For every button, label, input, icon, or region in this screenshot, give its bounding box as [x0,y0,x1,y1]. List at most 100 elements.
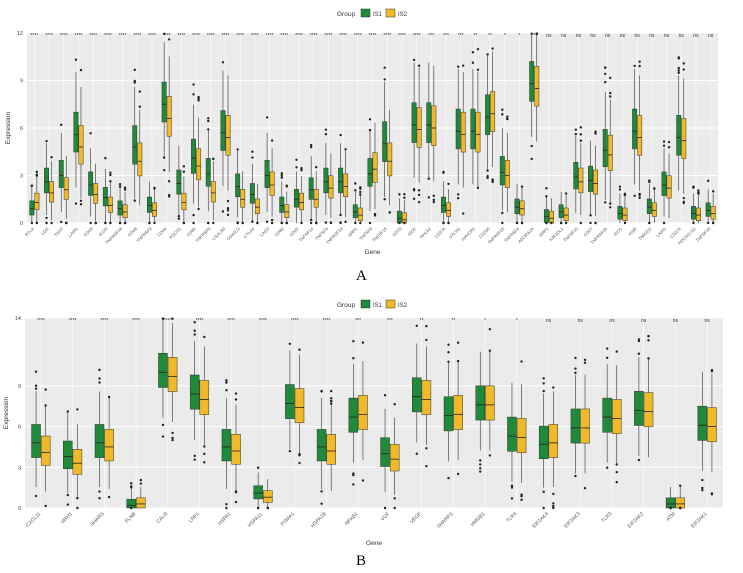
box-is1 [470,108,476,150]
box-is2 [240,189,246,208]
outlier-point [35,170,39,174]
outlier-point [425,324,428,328]
outlier-point [542,382,545,385]
outlier-point [425,338,428,342]
outlier-point [153,187,156,190]
outlier-point [309,143,313,147]
outlier-point [457,65,460,68]
y-tick-label: 6 [18,425,21,431]
outlier-point [648,180,651,184]
outlier-point [542,490,545,494]
outlier-point [706,179,710,183]
outlier-point [251,156,254,159]
significance-label: **** [354,33,362,39]
outlier-point [579,126,583,129]
legend-swatch-is2 [385,299,396,309]
outlier-point [256,221,259,225]
outlier-point [330,402,333,405]
significance-label: **** [236,33,244,39]
outlier-point [300,221,303,225]
outlier-point [192,93,195,96]
box-is1 [147,196,152,213]
box-is2 [49,181,55,203]
outlier-point [118,221,122,225]
outlier-point [594,132,597,135]
outlier-point [530,32,533,35]
outlier-point [162,156,166,159]
box-is1 [31,424,41,458]
outlier-point [368,118,372,121]
outlier-point [256,466,260,469]
x-tick-label: ADORA2A [517,226,535,244]
outlier-point [520,185,524,188]
box-is2 [152,202,157,217]
significance-label: ns [708,33,714,39]
box-is1 [94,424,105,458]
outlier-point [123,186,127,189]
panel-label-a: A [356,268,367,284]
outlier-point [133,199,136,202]
outlier-point [309,218,313,222]
box-is2 [485,385,495,421]
chart-panel-b: Group IS1 IS2 0 3 6 9 14 **** CXCL11 **** HRH1 **** S… [0,292,743,559]
box-is2 [372,152,378,183]
x-tick-label: TNFRSF8 [194,226,212,244]
outlier-point [241,221,244,225]
outlier-point [193,321,196,324]
box-is1 [221,429,232,462]
box-is1 [543,209,549,223]
outlier-point [107,395,111,399]
outlier-point [609,95,612,98]
outlier-point [583,361,587,364]
outlier-point [161,435,165,438]
outlier-point [542,506,545,510]
outlier-point [285,184,288,187]
outlier-point [330,400,333,403]
outlier-point [488,327,492,331]
x-tick-label: LGALS9 [211,226,226,241]
x-tick-label: TMIGD2 [638,226,653,241]
significance-label: **** [310,33,318,39]
outlier-point [109,171,112,174]
box-is1 [316,429,327,462]
box-is2 [357,207,363,222]
significance-label: **** [37,318,45,324]
outlier-point [491,180,494,184]
outlier-point [432,198,436,202]
x-tick-label: HRH1 [60,511,74,525]
outlier-point [270,221,274,225]
outlier-point [309,221,313,225]
outlier-point [462,64,465,67]
outlier-point [615,480,618,484]
outlier-point [398,221,401,225]
y-axis-title: Expression [5,112,12,145]
outlier-point [118,185,122,188]
box-is1 [396,210,402,224]
box-is1 [475,385,485,421]
outlier-point [520,498,523,502]
x-tick-label: TNFSF18 [695,226,712,243]
outlier-point [535,32,538,35]
outlier-point [133,68,136,72]
outlier-point [383,198,386,201]
box-is2 [460,111,466,153]
outlier-point [35,221,39,225]
outlier-point [171,431,174,435]
box-is2 [504,160,510,188]
box-is1 [697,405,708,441]
outlier-point [203,452,206,456]
x-tick-label: VEGF [409,511,423,525]
x-tick-label: CD40 [288,226,300,238]
box-is1 [507,416,517,452]
outlier-point [417,64,421,67]
significance-label: ns [605,33,611,39]
outlier-point [359,193,362,196]
outlier-point [45,221,48,225]
box-is1 [538,425,549,459]
outlier-point [579,139,583,142]
outlier-point [161,317,165,320]
x-tick-label: HSPA1B [310,511,328,529]
outlier-point [491,47,494,50]
x-tick-label: TNFRSF9 [135,226,153,244]
